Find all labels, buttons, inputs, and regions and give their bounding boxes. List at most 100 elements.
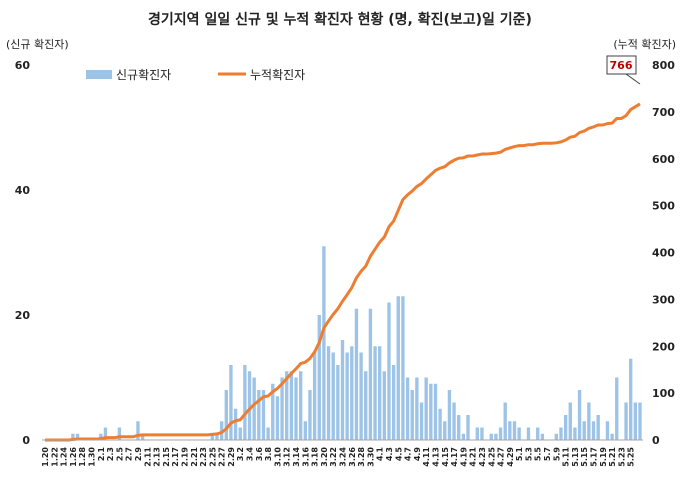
bar [536,427,540,440]
x-tick-label: 5.17 [590,447,599,467]
x-tick-label: 4.21 [469,447,478,467]
bar [373,346,377,440]
bar [573,427,577,440]
x-tick-label: 2.15 [162,447,171,467]
x-tick-label: 5.5 [534,447,543,462]
bar [229,365,233,440]
x-tick-label: 5.9 [552,447,561,462]
bar [303,421,307,440]
bar [638,402,642,440]
callout-pointer [625,73,641,85]
bar [103,427,108,440]
bar [568,402,572,440]
bar [215,433,219,440]
bar [224,390,228,440]
bar [610,433,614,440]
bar [331,352,335,440]
x-tick-label: 5.7 [543,447,552,461]
x-tick-label: 2.3 [106,447,115,461]
x-tick-label: 2.5 [115,447,124,462]
bar [480,427,484,440]
x-tick-label: 3.6 [255,447,264,462]
legend: 신규확진자 누적확진자 [86,68,305,82]
bar [289,371,294,440]
bar [75,433,80,440]
callout-label: 766 [610,59,633,72]
x-tick-label: 2.7 [125,447,134,461]
bar [391,365,396,440]
bar [526,427,531,440]
x-tick-label: 5.25 [627,447,636,467]
x-tick-label: 3.4 [246,447,255,462]
right-tick-label: 700 [652,106,675,119]
bar [308,390,312,440]
right-tick-label: 100 [652,387,675,400]
bar [596,415,600,440]
x-tick-label: 3.14 [292,447,301,467]
left-tick-label: 60 [15,59,31,72]
left-tick-label: 20 [15,309,31,322]
bar [387,302,391,440]
right-tick-label: 400 [652,247,675,260]
x-tick-label: 4.29 [506,447,515,467]
right-tick-label: 0 [652,434,660,447]
bar [322,246,326,440]
bar [615,377,619,440]
right-tick-label: 600 [652,153,675,166]
x-tick-label: 2.13 [153,447,162,467]
x-tick-label: 3.20 [320,447,329,467]
bar [266,427,270,440]
x-tick-label: 3.26 [348,447,357,467]
bar [336,365,340,440]
x-tick-label: 2.23 [199,447,208,467]
bar [340,340,345,440]
x-tick-label: 4.9 [413,447,422,462]
bar [345,352,349,440]
bar [587,402,591,440]
x-tick-label: 5.13 [571,447,580,467]
bar [364,371,368,440]
bar [517,427,521,440]
x-tick-label: 4.23 [478,447,487,467]
bar [503,402,507,440]
bar [429,383,433,440]
x-tick-label: 1.22 [50,447,59,467]
bar [591,421,596,440]
bar [298,371,303,440]
x-tick-label: 5.1 [515,447,524,462]
bar [629,358,633,440]
bar [433,383,438,440]
x-tick-label: 3.22 [329,447,338,467]
right-tick-label: 200 [652,340,675,353]
left-axis-ticks: 0 20 40 60 [15,59,31,447]
x-tick-label: 1.30 [87,447,96,467]
bar [410,390,414,440]
x-tick-label: 4.13 [431,447,440,467]
left-axis-title: (신규 확진자) [6,38,69,51]
bar [419,402,424,440]
bar [401,296,405,440]
x-tick-label: 3.16 [301,447,310,467]
x-tick-label: 3.24 [339,447,348,467]
legend-bar-label: 신규확진자 [116,68,171,82]
bar [261,390,266,440]
x-tick-label: 3.30 [366,447,375,467]
x-tick-label: 4.25 [487,447,496,467]
bar [563,415,568,440]
x-tick-label: 2.29 [227,447,236,467]
bar [624,402,628,440]
bar [443,421,447,440]
x-tick-label: 4.1 [376,447,385,462]
x-tick-label: 4.3 [385,447,394,461]
bar [405,377,410,440]
bar [140,433,145,440]
bar [554,433,559,440]
right-tick-label: 800 [652,59,675,72]
bar [508,421,512,440]
cumulative-line [45,102,641,442]
left-tick-label: 0 [22,434,30,447]
bar [136,421,140,440]
right-tick-label: 500 [652,200,675,213]
x-tick-label: 5.19 [599,447,608,467]
